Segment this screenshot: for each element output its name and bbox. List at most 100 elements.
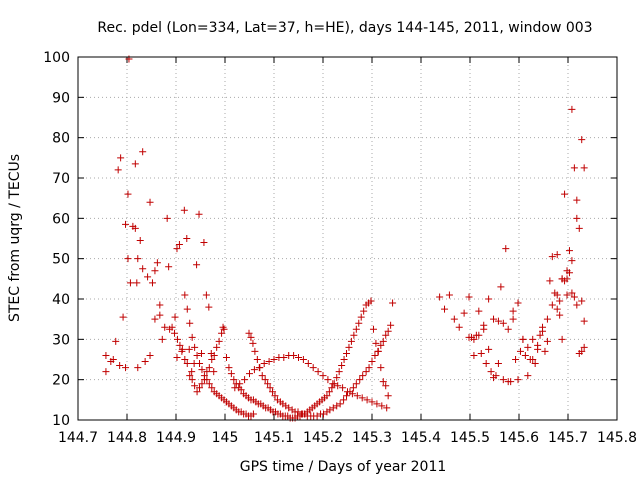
x-axis-tick-labels: 144.7 144.8 144.9 145 145.1 145.2 145.3 145.4 14… — [58, 430, 637, 446]
data-point — [191, 343, 199, 351]
data-point — [334, 382, 342, 390]
data-point — [509, 307, 517, 315]
data-point — [335, 368, 343, 376]
data-point — [165, 263, 173, 271]
data-point — [200, 372, 208, 380]
data-point — [205, 380, 213, 388]
data-point — [196, 384, 204, 392]
x-tick-label: 145.1 — [254, 430, 294, 446]
data-point — [186, 319, 194, 327]
data-point — [357, 313, 365, 321]
data-point — [369, 325, 377, 333]
data-point — [499, 319, 507, 327]
data-point — [482, 360, 490, 368]
data-point — [359, 372, 367, 380]
data-point — [384, 327, 392, 335]
data-point — [158, 335, 166, 343]
data-point — [543, 315, 551, 323]
data-point — [360, 307, 368, 315]
data-point — [504, 325, 512, 333]
data-point — [196, 360, 204, 368]
data-point — [524, 372, 532, 380]
data-point — [465, 293, 473, 301]
data-point — [551, 289, 559, 297]
data-point — [561, 190, 569, 198]
data-point — [521, 351, 529, 359]
data-point — [198, 380, 206, 388]
data-point — [450, 315, 458, 323]
data-point — [210, 351, 218, 359]
data-point — [171, 329, 179, 337]
data-point — [379, 337, 387, 345]
data-point — [526, 356, 534, 363]
data-point — [178, 345, 186, 353]
data-point — [565, 269, 573, 277]
data-point — [245, 329, 253, 337]
data-point — [236, 380, 244, 388]
data-point — [193, 388, 201, 396]
data-point — [264, 380, 272, 388]
data-point — [368, 358, 376, 366]
data-point — [512, 356, 520, 363]
data-point — [368, 398, 376, 406]
data-point — [188, 368, 196, 376]
data-point — [580, 317, 588, 325]
data-point — [507, 378, 515, 386]
y-tick-label: 70 — [52, 171, 70, 187]
data-point — [541, 347, 549, 355]
data-point — [146, 198, 154, 206]
data-point — [556, 311, 564, 319]
data-point — [573, 196, 581, 204]
data-point — [350, 331, 358, 339]
data-point — [363, 396, 371, 404]
data-point — [349, 384, 357, 392]
plot-frame — [77, 56, 618, 421]
data-point — [191, 382, 199, 390]
data-point — [575, 224, 583, 232]
data-point — [161, 323, 169, 331]
data-point — [114, 166, 122, 174]
data-point — [119, 313, 127, 321]
data-point — [144, 273, 152, 281]
data-point — [568, 105, 576, 113]
data-point — [109, 356, 117, 363]
data-point — [258, 372, 266, 380]
data-point — [329, 380, 337, 388]
data-point — [173, 353, 181, 361]
data-point — [195, 210, 203, 218]
data-point — [250, 366, 258, 374]
data-point — [529, 335, 537, 343]
data-point — [133, 279, 141, 287]
data-point — [573, 214, 581, 222]
data-point — [383, 404, 391, 412]
data-point — [578, 297, 586, 305]
x-tick-label: 145.4 — [401, 430, 441, 446]
data-point — [372, 339, 380, 347]
data-point — [124, 190, 132, 198]
data-point — [304, 360, 312, 368]
data-point — [266, 384, 274, 392]
data-point — [202, 291, 210, 299]
data-point — [497, 283, 505, 291]
y-tick-label: 30 — [52, 332, 70, 348]
data-point — [193, 351, 201, 359]
data-point — [573, 301, 581, 309]
data-point — [171, 313, 179, 321]
data-point — [116, 362, 124, 370]
data-point — [543, 337, 551, 345]
data-point — [227, 370, 235, 378]
data-point — [378, 402, 386, 410]
data-point — [203, 368, 211, 376]
data-point — [340, 356, 348, 363]
data-point — [558, 335, 566, 343]
data-point — [568, 257, 576, 265]
data-point — [371, 351, 379, 359]
data-point — [183, 305, 191, 313]
data-point — [367, 297, 375, 305]
data-point — [358, 394, 366, 402]
data-point — [338, 362, 346, 370]
x-tick-label: 145 — [212, 430, 239, 446]
data-point — [494, 360, 502, 368]
data-point — [494, 317, 502, 325]
